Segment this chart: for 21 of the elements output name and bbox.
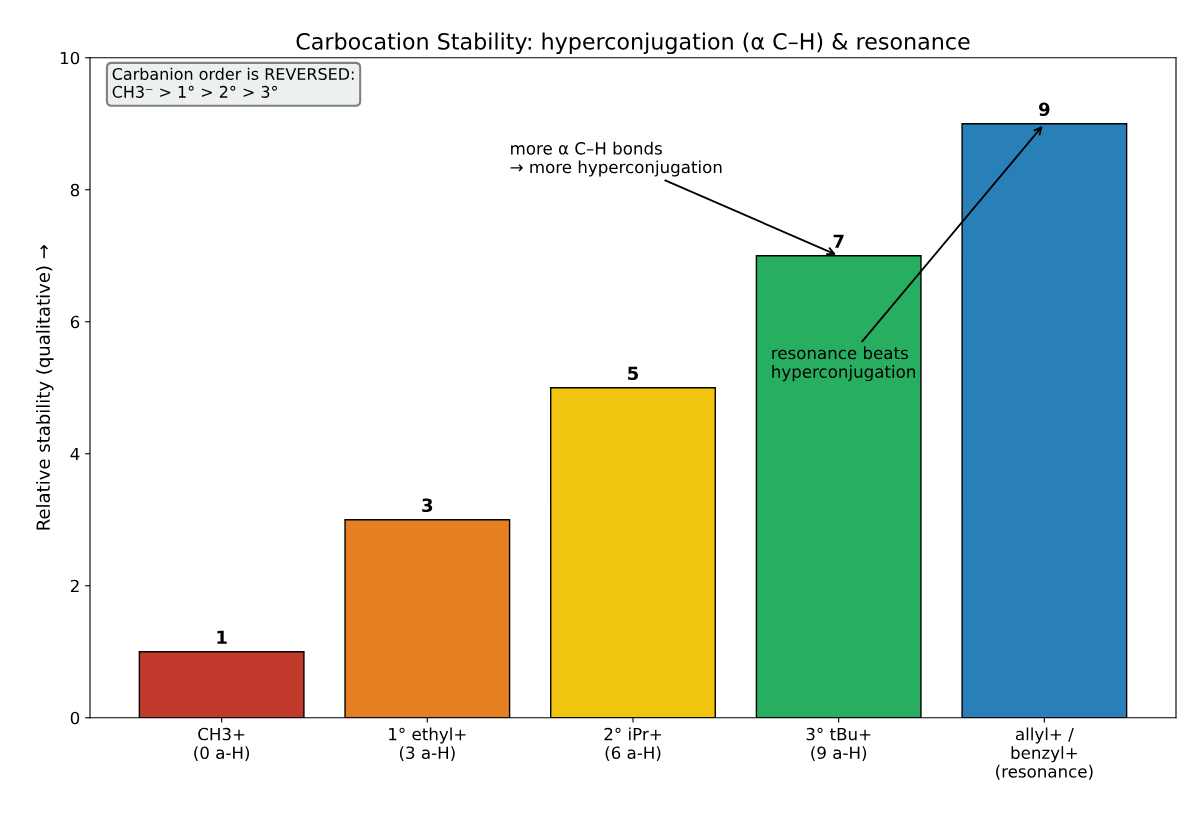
- annotation: Carbanion order is REVERSED: CH3⁻ > 1° > 2° > 3°: [112, 67, 354, 98]
- y-tick-label: 4: [70, 447, 80, 461]
- data-label: 7: [833, 234, 844, 248]
- chart-title: Carbocation Stability: hyperconjugation (α C–H) & resonance: [296, 32, 970, 55]
- annotation: more α C–H bonds → more hyperconjugation: [510, 141, 722, 177]
- x-tick-label: allyl+ / benzyl+ (resonance): [996, 727, 1093, 780]
- data-label: 5: [628, 366, 639, 381]
- annotation: resonance beats hyperconjugation: [772, 346, 915, 382]
- data-label: 3: [422, 498, 433, 513]
- y-tick-label: 2: [70, 579, 79, 593]
- y-tick-label: 0: [70, 711, 80, 725]
- x-tick-label: CH3+ (0 a-H): [194, 727, 250, 761]
- x-tick-label: 2° iPr+ (6 a-H): [604, 727, 661, 761]
- y-tick-label: 6: [70, 315, 80, 329]
- data-label: 1: [217, 630, 227, 644]
- y-tick-label: 10: [60, 51, 80, 65]
- x-tick-label: 1° ethyl+ (3 a-H): [389, 727, 466, 761]
- data-label: 9: [1039, 102, 1050, 117]
- y-axis-title: Relative stability (qualitative) →: [36, 245, 54, 530]
- y-tick-label: 8: [70, 183, 80, 197]
- x-tick-label: 3° tBu+ (9 a-H): [806, 727, 871, 761]
